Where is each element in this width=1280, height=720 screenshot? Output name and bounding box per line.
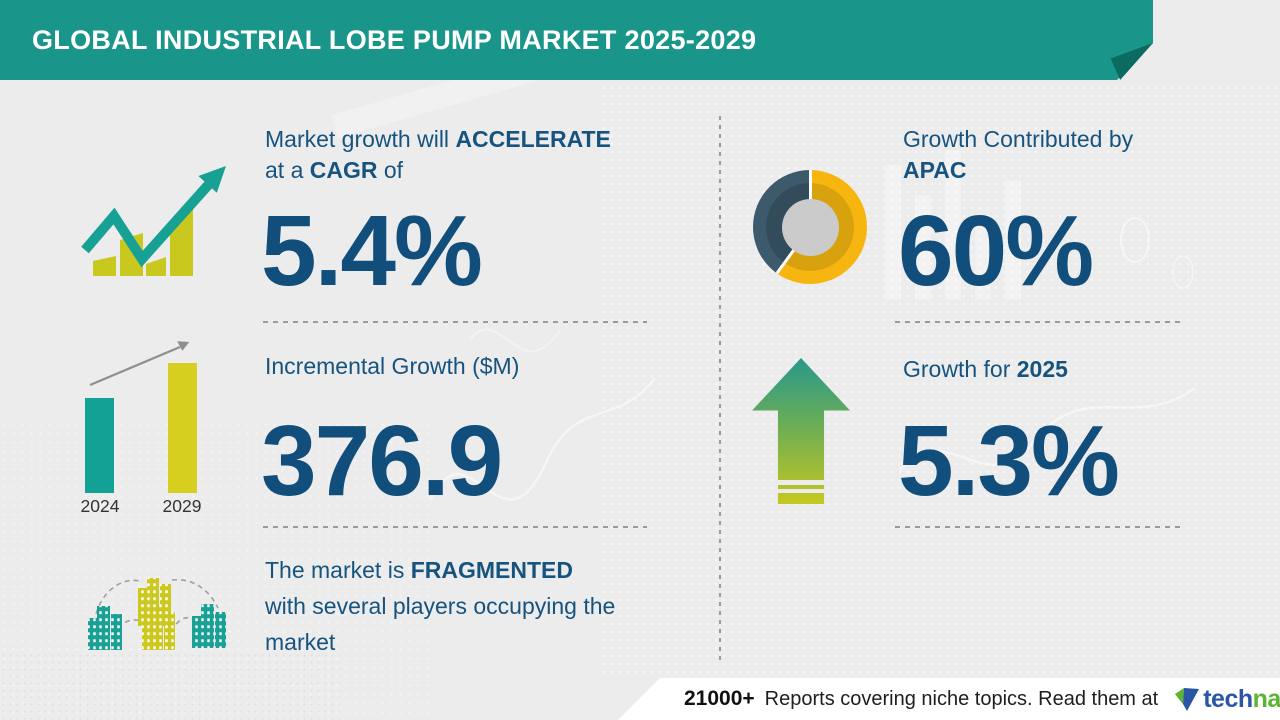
cagr-value: 5.4% [261,195,483,307]
buildings-network-icon [88,578,226,650]
fragmented-label: The market is FRAGMENTED with several pl… [265,552,615,660]
up-arrow-shape [752,358,850,504]
cagr-label: Market growth will ACCELERATE at a CAGR … [265,124,611,186]
apac-value: 60% [898,195,1094,307]
year-bars-icon: 2024 2029 [81,341,202,516]
footer-message: Reports covering niche topics. Read them… [764,687,1159,710]
separator-left-1 [263,321,647,323]
arrow-stripe [752,489,850,493]
title-banner: GLOBAL INDUSTRIAL LOBE PUMP MARKET 2025-… [0,0,1153,80]
growth-2025-value: 5.3% [898,405,1120,517]
teal-buildings-right [192,604,226,648]
frag-text-line3: market [265,629,336,655]
dotted-texture-bottom-left [0,652,340,720]
technavio-logo-icon [1175,687,1200,711]
incremental-growth-value: 376.9 [261,405,503,517]
apac-label: Growth Contributed by APAC [903,124,1133,186]
apac-region: APAC [903,157,967,183]
apac-text: Growth Contributed by [903,126,1134,152]
cagr-text-accelerate: ACCELERATE [455,126,611,152]
yellow-buildings-bottom [142,606,175,650]
cagr-text-cagr: CAGR [309,157,378,183]
incremental-growth-label: Incremental Growth ($M) [265,353,520,379]
growth-2025-year: 2025 [1016,356,1068,382]
up-arrow-icon [752,358,850,504]
separator-right-2 [895,526,1182,528]
bar-start-year-label: 2024 [81,496,120,516]
frag-text-bold: FRAGMENTED [410,557,573,583]
teal-buildings-left [88,606,122,650]
footer-bar: 21000+ Reports covering niche topics. Re… [618,678,1280,720]
cagr-text-at-a: at a [265,157,310,183]
brand-navio: navio [1252,684,1280,713]
frag-text-pre: The market is [265,557,411,583]
cagr-text-normal: Market growth will [265,126,456,152]
separator-right-1 [895,321,1182,323]
donut-center [781,198,839,256]
growth-2025-text: Growth for [903,356,1017,382]
cagr-text-of: of [377,157,404,183]
report-count: 21000+ [684,687,755,710]
page-title: GLOBAL INDUSTRIAL LOBE PUMP MARKET 2025-… [32,24,757,55]
arrow-stripe [752,480,850,485]
dotted-map-texture [600,84,1280,676]
growth-trend-icon [81,166,226,276]
title-banner-ribbon [0,0,1153,80]
donut-chart-icon [753,170,867,284]
brand-tech: tech [1203,684,1253,713]
separator-left-2 [263,526,647,528]
column-divider [719,116,721,664]
frag-text-line2: with several players occupying the [265,593,616,619]
technavio-logo: tech navio ™ [1174,686,1280,713]
bar-end-year-label: 2029 [163,496,202,516]
growth-2025-label: Growth for 2025 [903,354,1068,385]
